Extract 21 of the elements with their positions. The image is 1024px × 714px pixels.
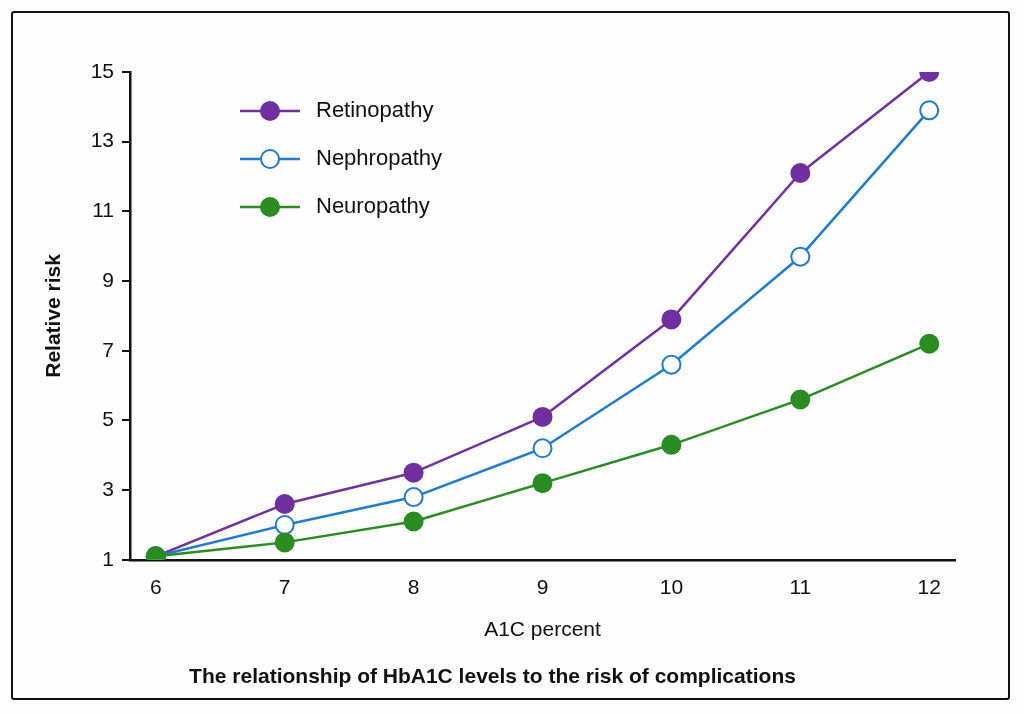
- x-tick-label: 9: [536, 575, 549, 599]
- y-axis-title: Relative risk: [41, 253, 65, 378]
- x-tick-label: 7: [278, 575, 291, 599]
- text: The relationship of HbA1C levels to the risk of complications: [189, 664, 796, 688]
- y-tick-label: 5: [102, 407, 114, 431]
- y-tick-label: 11: [92, 198, 114, 222]
- x-tick-label: 6: [149, 575, 162, 599]
- y-tick-label: 9: [102, 267, 114, 291]
- x-axis-title: A1C percent: [484, 617, 602, 640]
- legend-label: Nephropathy: [316, 145, 442, 171]
- legend-label: Retinopathy: [316, 97, 434, 123]
- y-tick-label: 7: [102, 337, 114, 361]
- y-tick-label: 15: [90, 58, 114, 82]
- x-tick-label: 11: [789, 575, 812, 599]
- x-tick-label: 12: [917, 575, 941, 599]
- legend-label: Neuropathy: [316, 193, 430, 219]
- y-tick-label: 3: [102, 476, 114, 500]
- x-tick-label: 10: [659, 575, 684, 599]
- y-tick-label: 1: [102, 546, 114, 570]
- y-tick-label: 13: [90, 128, 114, 152]
- x-tick-label: 8: [407, 575, 420, 599]
